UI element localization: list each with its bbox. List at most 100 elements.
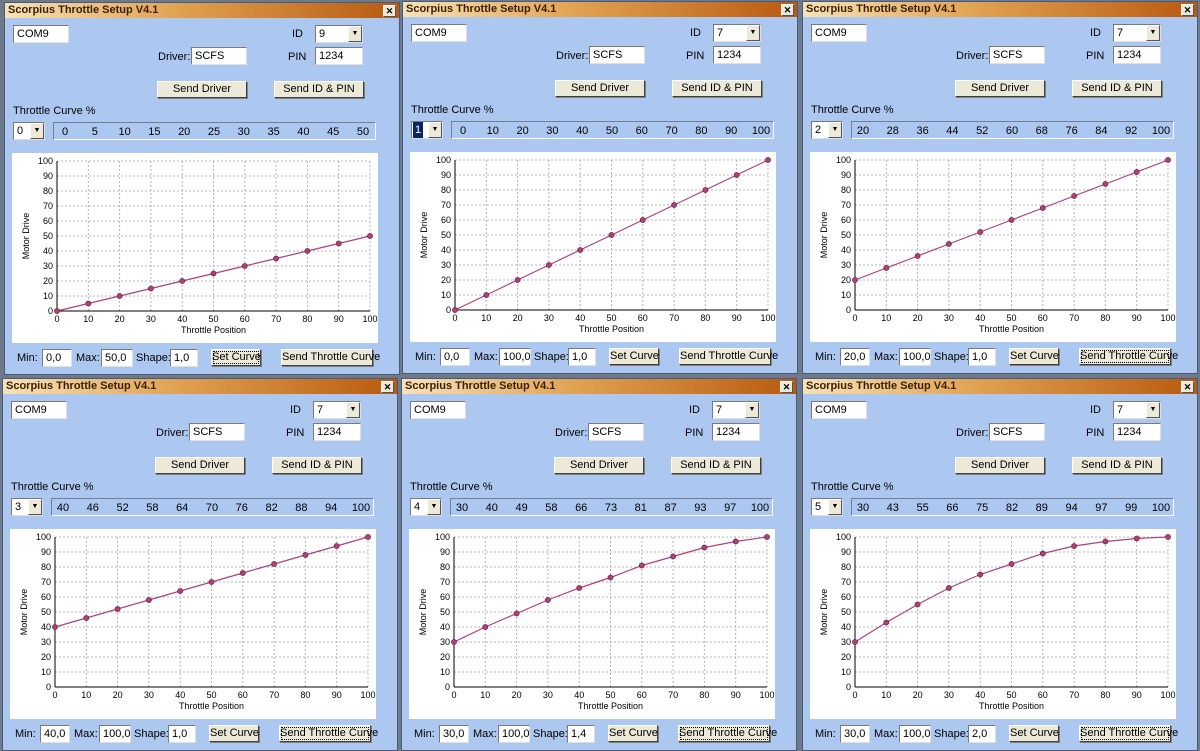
min-field[interactable]: 40,0 [40, 725, 70, 743]
shape-field[interactable]: 1,0 [568, 348, 596, 366]
id-select[interactable]: 7 ▼ [713, 24, 761, 42]
set-curve-button[interactable]: Set Curve [609, 348, 659, 365]
driver-field[interactable]: SCFS [989, 423, 1045, 441]
com-port-field[interactable]: COM9 [811, 401, 867, 419]
pin-field[interactable]: 1234 [713, 46, 761, 64]
shape-field[interactable]: 1,4 [567, 725, 595, 743]
chevron-down-icon[interactable]: ▼ [348, 26, 362, 42]
send-driver-button[interactable]: Send Driver [554, 457, 644, 474]
curve-point [177, 588, 184, 594]
pin-field[interactable]: 1234 [315, 47, 363, 65]
throttle-setup-window: Scorpius Throttle Setup V4.1 ✕ COM9 ID 7 ▼ Dri… [802, 1, 1198, 374]
curve-value-cell: 20 [178, 126, 191, 138]
send-id-pin-button[interactable]: Send ID & PIN [672, 80, 762, 97]
send-id-pin-button[interactable]: Send ID & PIN [1072, 80, 1162, 97]
shape-field[interactable]: 1,0 [168, 725, 196, 743]
max-field[interactable]: 100,0 [499, 348, 531, 366]
set-curve-button[interactable]: Set Curve [209, 725, 259, 742]
driver-field[interactable]: SCFS [588, 423, 644, 441]
send-id-pin-button[interactable]: Send ID & PIN [272, 457, 362, 474]
send-driver-button[interactable]: Send Driver [955, 80, 1045, 97]
shape-field[interactable]: 2,0 [968, 725, 996, 743]
curve-preset-select[interactable]: 3 ▼ [11, 498, 43, 516]
min-field[interactable]: 20,0 [840, 348, 870, 366]
send-id-pin-button[interactable]: Send ID & PIN [1072, 457, 1162, 474]
close-button[interactable]: ✕ [780, 381, 793, 393]
send-throttle-curve-button[interactable]: Send Throttle Curve [279, 725, 378, 742]
curve-point [483, 292, 490, 298]
set-curve-button[interactable]: Set Curve [1009, 725, 1059, 742]
close-button[interactable]: ✕ [1181, 4, 1194, 16]
send-throttle-curve-button[interactable]: Send Throttle Curve [1079, 348, 1178, 365]
send-driver-button[interactable]: Send Driver [155, 457, 245, 474]
curve-preset-select[interactable]: 2 ▼ [811, 121, 843, 139]
id-select[interactable]: 7 ▼ [313, 401, 361, 419]
send-driver-button[interactable]: Send Driver [157, 81, 247, 98]
curve-preset-select[interactable]: 4 ▼ [410, 498, 442, 516]
com-port-field[interactable]: COM9 [410, 401, 466, 419]
set-curve-button[interactable]: Set Curve [1009, 348, 1059, 365]
send-driver-button[interactable]: Send Driver [555, 80, 645, 97]
set-curve-button[interactable]: Set Curve [211, 349, 261, 366]
chevron-down-icon[interactable]: ▼ [745, 402, 759, 418]
max-field[interactable]: 100,0 [498, 725, 530, 743]
curve-preset-select[interactable]: 1 ▼ [411, 121, 443, 139]
chevron-down-icon[interactable]: ▼ [828, 499, 842, 515]
close-button[interactable]: ✕ [381, 381, 394, 393]
chevron-down-icon[interactable]: ▼ [427, 499, 441, 515]
driver-field[interactable]: SCFS [989, 46, 1045, 64]
chevron-down-icon[interactable]: ▼ [428, 122, 442, 138]
set-curve-button[interactable]: Set Curve [608, 725, 658, 742]
send-throttle-curve-button[interactable]: Send Throttle Curve [1079, 725, 1178, 742]
throttle-curve-svg: 00 10 10 20 20 30 30 40 40 50 50 60 60 70 70 80 80 90 90 10… [819, 155, 1176, 334]
pin-field[interactable]: 1234 [313, 423, 361, 441]
y-tick-label: 80 [841, 185, 851, 195]
chevron-down-icon[interactable]: ▼ [30, 123, 44, 139]
driver-field[interactable]: SCFS [189, 423, 245, 441]
x-tick-label: 10 [83, 314, 93, 324]
shape-field[interactable]: 1,0 [968, 348, 996, 366]
chevron-down-icon[interactable]: ▼ [346, 402, 360, 418]
curve-point [513, 610, 520, 617]
curve-preset-select[interactable]: 5 ▼ [811, 498, 843, 516]
shape-field[interactable]: 1,0 [170, 349, 198, 367]
y-tick-label: 40 [841, 245, 851, 255]
id-select[interactable]: 7 ▼ [1113, 401, 1161, 419]
com-port-field[interactable]: COM9 [11, 401, 67, 419]
send-id-pin-button[interactable]: Send ID & PIN [671, 457, 761, 474]
chevron-down-icon[interactable]: ▼ [28, 499, 42, 515]
pin-field[interactable]: 1234 [1113, 46, 1161, 64]
min-field[interactable]: 30,0 [840, 725, 870, 743]
driver-field[interactable]: SCFS [589, 46, 645, 64]
pin-field[interactable]: 1234 [1113, 423, 1161, 441]
id-select[interactable]: 7 ▼ [1113, 24, 1161, 42]
id-select[interactable]: 9 ▼ [315, 25, 363, 43]
close-button[interactable]: ✕ [781, 4, 794, 16]
send-throttle-curve-button[interactable]: Send Throttle Curve [281, 349, 380, 366]
chevron-down-icon[interactable]: ▼ [1146, 25, 1160, 41]
send-id-pin-button[interactable]: Send ID & PIN [274, 81, 364, 98]
min-field[interactable]: 0,0 [440, 348, 470, 366]
close-button[interactable]: ✕ [1181, 381, 1194, 393]
com-port-field[interactable]: COM9 [811, 24, 867, 42]
max-field[interactable]: 50,0 [101, 349, 133, 367]
send-throttle-curve-button[interactable]: Send Throttle Curve [679, 348, 778, 365]
chevron-down-icon[interactable]: ▼ [746, 25, 760, 41]
pin-field[interactable]: 1234 [712, 423, 760, 441]
id-select[interactable]: 7 ▼ [712, 401, 760, 419]
chevron-down-icon[interactable]: ▼ [1146, 402, 1160, 418]
driver-field[interactable]: SCFS [191, 47, 247, 65]
send-driver-button[interactable]: Send Driver [955, 457, 1045, 474]
max-field[interactable]: 100,0 [899, 348, 931, 366]
send-throttle-curve-button[interactable]: Send Throttle Curve [678, 725, 777, 742]
close-button[interactable]: ✕ [383, 5, 396, 17]
window-title: Scorpius Throttle Setup V4.1 [8, 4, 159, 16]
com-port-field[interactable]: COM9 [411, 24, 467, 42]
chevron-down-icon[interactable]: ▼ [828, 122, 842, 138]
com-port-field[interactable]: COM9 [13, 25, 69, 43]
max-field[interactable]: 100,0 [899, 725, 931, 743]
min-field[interactable]: 0,0 [42, 349, 72, 367]
max-field[interactable]: 100,0 [99, 725, 131, 743]
min-field[interactable]: 30,0 [439, 725, 469, 743]
curve-preset-select[interactable]: 0 ▼ [13, 122, 45, 140]
